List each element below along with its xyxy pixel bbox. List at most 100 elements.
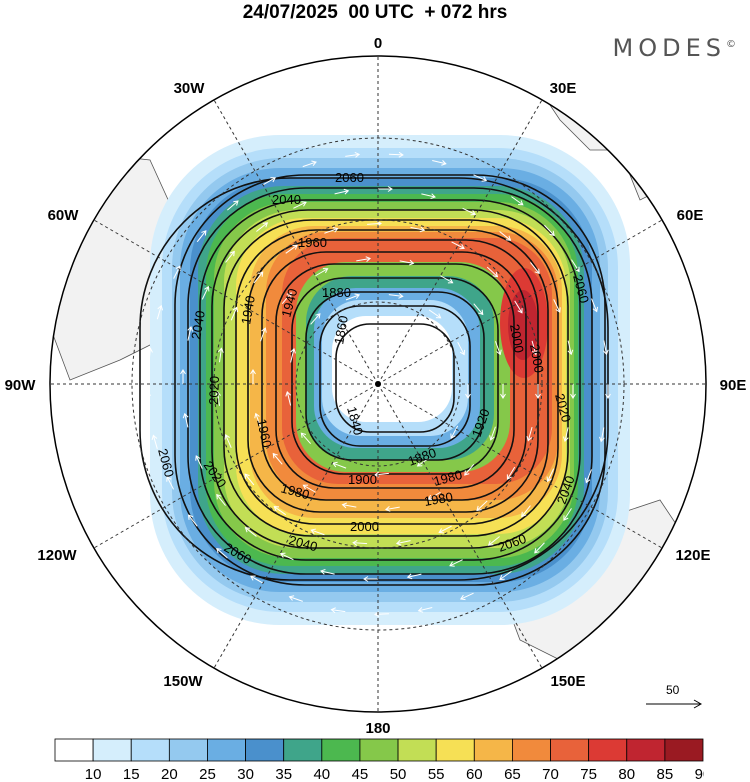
wind-vector [457,341,465,355]
wind-vector-head [387,186,393,192]
wind-vector-head [419,226,426,233]
wind-vector-head [599,436,605,443]
wind-vector [530,262,540,274]
wind-vector [428,309,441,319]
wind-vector [195,455,203,469]
colorbar-box [473,738,513,762]
wind-vector [262,177,276,186]
copyright-mark: © [726,39,736,50]
meridians [50,56,706,712]
wind-vector [280,553,294,561]
lon-label-180: 180 [365,720,390,735]
wind-vector [334,190,349,195]
wind-vector-head [151,434,158,441]
wind-vector-head [408,259,415,266]
wind-vector [563,508,572,521]
contour-label: 1980 [279,480,311,502]
contour-label: 2000 [350,519,379,534]
colorbar-box [92,738,132,762]
wind-vector [281,292,292,304]
wind-vector-head [430,193,436,200]
wind-vector-head [250,575,256,581]
wind-vector-head [470,210,477,216]
wind-vector-head [320,568,326,575]
wind-vector [451,241,465,249]
wind-vector-head [166,476,172,482]
wind-vector [488,536,500,546]
wind-vector [490,426,496,441]
wind-vector [217,391,220,406]
wind-vector-head [232,306,239,313]
wind-vector [353,542,368,545]
wind-vector [356,257,371,262]
wind-vector-head [290,347,296,354]
polar-map: 0 30E 60E 90E 120E 150E 180 150W 120W 90… [5,35,747,735]
wind-vector-head [273,506,280,512]
wind-vector [374,613,389,615]
wind-vector [499,231,511,241]
wind-vector-head [518,200,524,206]
contour-label: 1860 [331,314,351,345]
meridian-line [212,97,379,385]
lon-label-150e: 150E [550,673,585,690]
wind-vector [147,391,150,406]
wind-vector-head [322,268,329,274]
wind-vector-head [416,461,423,467]
contour-label: 1960 [254,418,275,449]
wind-vector-head [250,369,256,375]
meridian-line [377,383,544,671]
colorbar-box [283,738,323,762]
colorbar-box [321,738,361,762]
colorbar-box [359,738,399,762]
wind-vector-head [145,390,151,397]
wind-vector-head [417,607,424,613]
colorbar-box [130,738,170,762]
wind-vector [396,540,411,544]
height-contour [335,323,455,433]
contour-label: 2040 [272,192,301,207]
contour-label: 1880 [322,285,351,300]
lon-label-120e: 120E [675,547,710,564]
wind-vector-head [270,177,276,183]
wind-vector-head [301,201,307,207]
wind-vector [315,268,328,277]
lon-label-120w: 120W [37,547,77,564]
south-pole-dot [375,381,381,387]
wind-vector [440,275,453,284]
colorbar-box [54,738,94,762]
wind-vector [531,340,537,355]
wind-vector-head [187,326,194,332]
colorbar-box [207,738,246,762]
wind-vector [152,435,158,449]
wind-vector [286,391,292,406]
height-contour [211,209,569,549]
wind-vector-head [567,349,574,356]
wind-vector [438,525,452,533]
colorbar: 10 15 20 25 30 35 40 45 50 55 60 65 70 75 80 85 90 [54,738,704,782]
colorbar-tick-label: 80 [618,766,635,782]
contour-label: 2040 [287,532,319,554]
lon-label-60w: 60W [48,207,80,224]
wind-vector [571,259,580,272]
wind-vector [547,468,555,482]
wind-vector-head [195,455,201,461]
wind-vector [188,514,198,527]
wind-vector-head [447,278,454,284]
wind-vector-head [532,349,538,356]
contour-label: 2000 [527,343,547,374]
wind-vector [320,570,335,575]
wind-vector-head [216,548,222,554]
colorbar-tick-label: 45 [352,766,369,782]
height-contour [199,199,581,561]
wind-vector-head [233,200,239,206]
wind-vector-head [478,309,484,316]
colorbar-box [245,738,285,762]
meridian-line [377,218,665,385]
wind-vector [289,596,303,602]
contour-label: 2020 [206,376,222,405]
wind-vector [499,570,512,580]
meridian-line [377,97,544,385]
wind-vector [225,434,232,448]
wind-vector-head [534,268,540,275]
wind-vector [187,326,192,341]
